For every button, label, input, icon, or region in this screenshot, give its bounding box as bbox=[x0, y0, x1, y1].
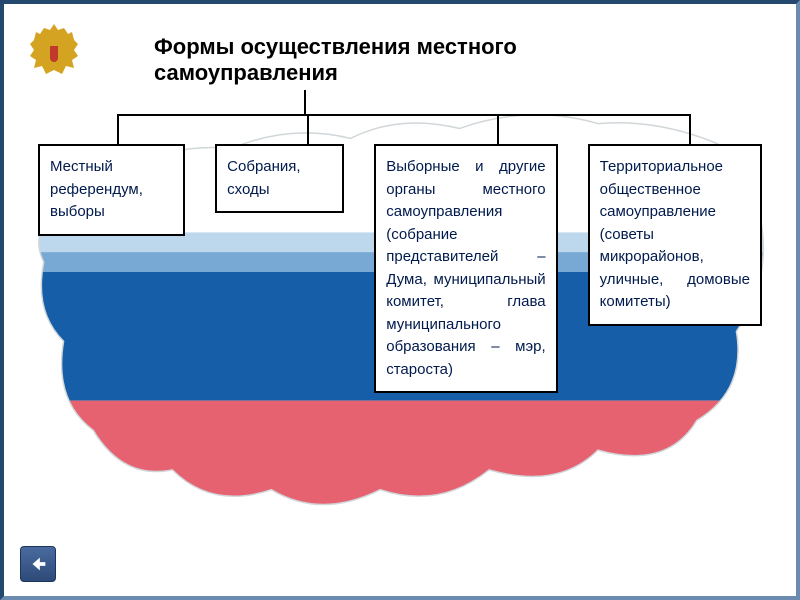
connector-stub bbox=[497, 114, 499, 144]
connector-root bbox=[304, 90, 306, 114]
connector-horizontal bbox=[117, 114, 689, 116]
arrow-left-icon bbox=[27, 553, 49, 575]
slide-content: Формы осуществления местного самоуправле… bbox=[4, 4, 796, 596]
form-box-text: Местный референдум, выборы bbox=[50, 158, 143, 220]
connector-stub bbox=[689, 114, 691, 144]
form-box-text: Территориаль­ное обществен­ное самоуправ… bbox=[600, 158, 750, 310]
form-box-territorial: Территориаль­ное обществен­ное самоуправ… bbox=[588, 144, 762, 326]
coat-of-arms-icon bbox=[22, 18, 86, 82]
connector-stub bbox=[307, 114, 309, 144]
map-stripe-red bbox=[24, 401, 776, 579]
form-boxes-row: Местный референдум, выборы Собрания, схо… bbox=[38, 144, 762, 393]
back-button[interactable] bbox=[20, 546, 56, 582]
slide-frame: Формы осуществления местного самоуправле… bbox=[0, 0, 800, 600]
form-box-referendum: Местный референдум, выборы bbox=[38, 144, 185, 236]
connector-stub bbox=[117, 114, 119, 144]
form-box-assemblies: Собрания, сходы bbox=[215, 144, 344, 213]
form-box-text: Собрания, сходы bbox=[227, 158, 300, 198]
form-box-text: Выборные и другие органы местного самоуп… bbox=[386, 158, 545, 378]
page-title: Формы осуществления местного самоуправле… bbox=[154, 34, 646, 87]
form-box-elected-bodies: Выборные и другие органы местного самоуп… bbox=[374, 144, 557, 393]
